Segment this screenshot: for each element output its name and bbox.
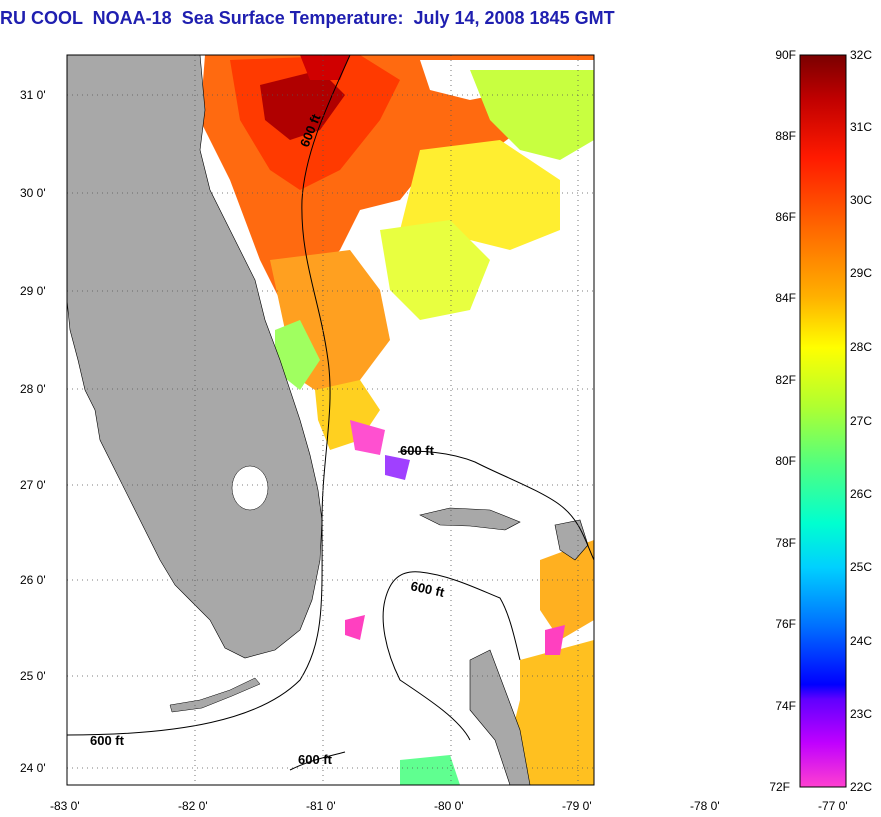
cb-c-label: 26C (850, 487, 872, 501)
colorbar-gradient (799, 54, 847, 788)
cb-c-label: 30C (850, 193, 872, 207)
lon-tick-label: -83 0' (50, 799, 80, 813)
colorbar-fahrenheit-labels: 90F 88F 86F 84F 82F 80F 78F 76F 74F 72F (769, 48, 796, 794)
lon-tick-label: -82 0' (178, 799, 208, 813)
cb-f-label: 88F (775, 129, 796, 143)
cb-f-label: 80F (775, 454, 796, 468)
map-border (66, 54, 595, 786)
cb-c-label: 22C (850, 780, 872, 794)
sst-data (200, 55, 594, 785)
lat-tick-label: 27 0' (20, 478, 46, 492)
cb-c-label: 27C (850, 414, 872, 428)
depth-contours (67, 55, 594, 771)
latitude-labels: 31 0' 30 0' 29 0' 28 0' 27 0' 26 0' 25 0… (20, 88, 46, 775)
cb-f-label: 78F (775, 536, 796, 550)
lon-tick-label: -80 0' (434, 799, 464, 813)
lon-tick-label: -78 0' (690, 799, 720, 813)
chart-title: RU COOL NOAA-18 Sea Surface Temperature:… (0, 8, 615, 28)
lat-tick-label: 29 0' (20, 284, 46, 298)
lon-tick-label: -79 0' (562, 799, 592, 813)
contour-label: 600 ft (90, 733, 125, 748)
contour-label: 600 ft (409, 578, 446, 600)
lat-tick-label: 25 0' (20, 669, 46, 683)
lon-tick-label: -77 0' (818, 799, 848, 813)
lon-tick-label: -81 0' (306, 799, 336, 813)
cb-c-label: 23C (850, 707, 872, 721)
lat-tick-label: 26 0' (20, 573, 46, 587)
cb-c-label: 24C (850, 634, 872, 648)
lat-tick-label: 31 0' (20, 88, 46, 102)
lake-okeechobee (231, 465, 269, 511)
cb-f-label: 90F (775, 48, 796, 62)
cb-c-label: 29C (850, 266, 872, 280)
lat-tick-label: 30 0' (20, 186, 46, 200)
cb-f-label: 76F (775, 617, 796, 631)
cb-f-label: 82F (775, 373, 796, 387)
cb-c-label: 25C (850, 560, 872, 574)
cb-f-label: 86F (775, 210, 796, 224)
colorbar: 90F 88F 86F 84F 82F 80F 78F 76F 74F 72F … (769, 48, 872, 794)
cb-f-label: 74F (775, 699, 796, 713)
lat-tick-label: 28 0' (20, 382, 46, 396)
cb-f-label: 84F (775, 291, 796, 305)
andros-land (469, 649, 531, 785)
cb-c-label: 32C (850, 48, 872, 62)
cb-c-label: 28C (850, 340, 872, 354)
longitude-labels: -83 0' -82 0' -81 0' -80 0' -79 0' -78 0… (50, 799, 848, 813)
florida-keys (169, 677, 261, 713)
cb-f-label: 72F (769, 780, 790, 794)
cb-c-label: 31C (850, 120, 872, 134)
contour-label: 600 ft (400, 443, 435, 458)
colorbar-celsius-labels: 32C 31C 30C 29C 28C 27C 26C 25C 24C 23C … (850, 48, 872, 794)
grand-bahama-land (419, 507, 521, 531)
contour-label: 600 ft (298, 752, 333, 767)
lat-tick-label: 24 0' (20, 761, 46, 775)
